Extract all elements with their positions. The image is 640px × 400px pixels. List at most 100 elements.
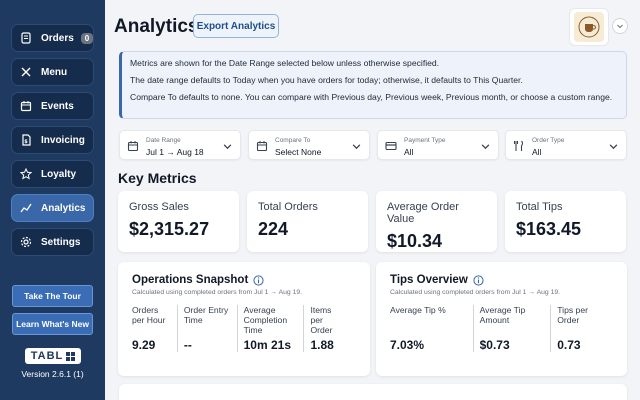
- utensils-icon: [514, 140, 524, 151]
- metric-card-total-orders: Total Orders 224: [247, 191, 368, 252]
- stat-average-tip-amount: Average Tip Amount $0.73: [480, 305, 552, 352]
- panel-subtitle: Calculated using completed orders from J…: [390, 289, 561, 296]
- stat-items-per-order: Items per Order 1.88: [310, 305, 350, 352]
- sidebar-item-loyalty[interactable]: Loyalty: [11, 160, 94, 188]
- logo-grid-icon: [66, 351, 76, 361]
- stat-label: Order Entry Time: [183, 305, 229, 325]
- calendar-icon: [127, 141, 139, 152]
- chart-line-icon: [20, 202, 32, 214]
- sidebar-item-orders[interactable]: Orders 0: [11, 24, 94, 52]
- panel-title: Operations Snapshot: [132, 274, 249, 286]
- invoice-icon: $: [20, 134, 32, 146]
- sidebar-item-label: Orders: [41, 32, 74, 44]
- metric-label: Gross Sales: [129, 201, 189, 213]
- chevron-down-icon: [617, 24, 623, 29]
- whats-new-button[interactable]: Learn What's New: [12, 313, 93, 335]
- metric-card-average-order-value: Average Order Value $10.34: [376, 191, 497, 252]
- account-dropdown-button[interactable]: [612, 18, 628, 34]
- stat-average-completion-time: Average Completion Time 10m 21s: [244, 305, 305, 352]
- svg-text:$: $: [24, 139, 28, 145]
- sidebar-item-label: Menu: [41, 66, 68, 78]
- stat-value: $0.73: [479, 338, 510, 352]
- info-banner: Metrics are shown for the Date Range sel…: [119, 51, 627, 119]
- stat-label: Orders per Hour: [132, 305, 166, 325]
- sidebar-item-menu[interactable]: Menu: [11, 58, 94, 86]
- sidebar-item-analytics[interactable]: Analytics: [11, 194, 94, 222]
- panel-title: Tips Overview: [390, 274, 468, 286]
- stat-label: Average Tip %: [390, 305, 446, 315]
- stat-order-entry-time: Order Entry Time --: [184, 305, 238, 352]
- stat-label: Items per Order: [310, 305, 333, 335]
- sidebar-item-settings[interactable]: Settings: [11, 228, 94, 256]
- stat-orders-per-hour: Orders per Hour 9.29: [132, 305, 178, 352]
- filter-value: Jul 1 → Aug 18: [146, 147, 204, 157]
- stat-value: --: [183, 338, 192, 352]
- sidebar-item-label: Settings: [41, 236, 81, 248]
- operations-snapshot-panel: Operations Snapshot Calculated using com…: [118, 262, 370, 376]
- tabl-logo: TABL: [25, 348, 81, 364]
- info-icon[interactable]: [253, 274, 264, 286]
- calendar-icon: [20, 100, 32, 112]
- metric-value: $10.34: [387, 231, 443, 251]
- chevron-down-icon: [609, 144, 618, 150]
- metric-value: $163.45: [516, 219, 582, 239]
- sidebar: Orders 0 Menu Events $ Invoicing Loyalty…: [0, 0, 105, 400]
- export-analytics-button[interactable]: Export Analytics: [193, 14, 279, 38]
- filter-label: Date Range: [146, 137, 181, 144]
- filter-label: Payment Type: [404, 137, 446, 144]
- chevron-down-icon: [223, 144, 232, 150]
- stat-value: 7.03%: [390, 338, 425, 352]
- utensils-icon: [20, 66, 32, 78]
- key-metrics-title: Key Metrics: [118, 170, 197, 186]
- sidebar-item-invoicing[interactable]: $ Invoicing: [11, 126, 94, 154]
- payment-type-filter[interactable]: Payment Type All: [377, 130, 499, 160]
- info-line: The date range defaults to Today when yo…: [130, 75, 523, 85]
- metric-card-gross-sales: Gross Sales $2,315.27: [118, 191, 239, 252]
- date-range-filter[interactable]: Date Range Jul 1 → Aug 18: [119, 130, 241, 160]
- metric-label: Total Orders: [258, 201, 318, 213]
- filter-label: Compare To: [275, 137, 311, 144]
- metric-label: Total Tips: [516, 201, 563, 213]
- metric-label: Average Order Value: [387, 201, 459, 225]
- orders-icon: [20, 32, 32, 44]
- order-type-filter[interactable]: Order Type All: [505, 130, 627, 160]
- info-line: Compare To defaults to none. You can com…: [130, 92, 613, 102]
- sidebar-item-events[interactable]: Events: [11, 92, 94, 120]
- info-icon[interactable]: [473, 274, 484, 286]
- sidebar-item-label: Invoicing: [41, 134, 85, 146]
- chevron-down-icon: [481, 144, 490, 150]
- restaurant-avatar[interactable]: [569, 8, 609, 46]
- stat-value: 10m 21s: [243, 338, 291, 352]
- stat-value: 1.88: [310, 338, 334, 352]
- metric-value: $2,315.27: [129, 219, 210, 239]
- credit-card-icon: [385, 141, 397, 151]
- orders-count-badge: 0: [80, 32, 94, 44]
- star-icon: [20, 168, 32, 180]
- stat-tips-per-order: Tips per Order 0.73: [557, 305, 607, 352]
- logo-text: TABL: [30, 350, 64, 362]
- sidebar-item-label: Analytics: [41, 202, 86, 214]
- sidebar-item-label: Events: [41, 100, 74, 112]
- metric-card-total-tips: Total Tips $163.45: [505, 191, 626, 252]
- stat-value: 9.29: [132, 338, 156, 352]
- panel-subtitle: Calculated using completed orders from J…: [132, 289, 303, 296]
- chevron-down-icon: [352, 144, 361, 150]
- filter-value: All: [404, 147, 414, 157]
- stat-label: Average Tip Amount: [479, 305, 526, 325]
- filter-value: Select None: [275, 147, 322, 157]
- filter-label: Order Type: [532, 137, 565, 144]
- stat-label: Average Completion Time: [243, 305, 288, 335]
- take-tour-button[interactable]: Take The Tour: [12, 285, 93, 307]
- stat-average-tip-percent: Average Tip % 7.03%: [390, 305, 474, 352]
- restaurant-logo-icon: [574, 12, 604, 42]
- filter-value: All: [532, 147, 542, 157]
- calendar-icon: [256, 141, 268, 152]
- compare-to-filter[interactable]: Compare To Select None: [248, 130, 370, 160]
- sidebar-item-label: Loyalty: [41, 168, 77, 180]
- page-title: Analytics: [114, 16, 199, 37]
- tips-overview-panel: Tips Overview Calculated using completed…: [376, 262, 627, 376]
- info-line: Metrics are shown for the Date Range sel…: [130, 58, 440, 68]
- gear-icon: [20, 236, 32, 248]
- stat-label: Tips per Order: [557, 305, 588, 325]
- app-version: Version 2.6.1 (1): [21, 369, 84, 379]
